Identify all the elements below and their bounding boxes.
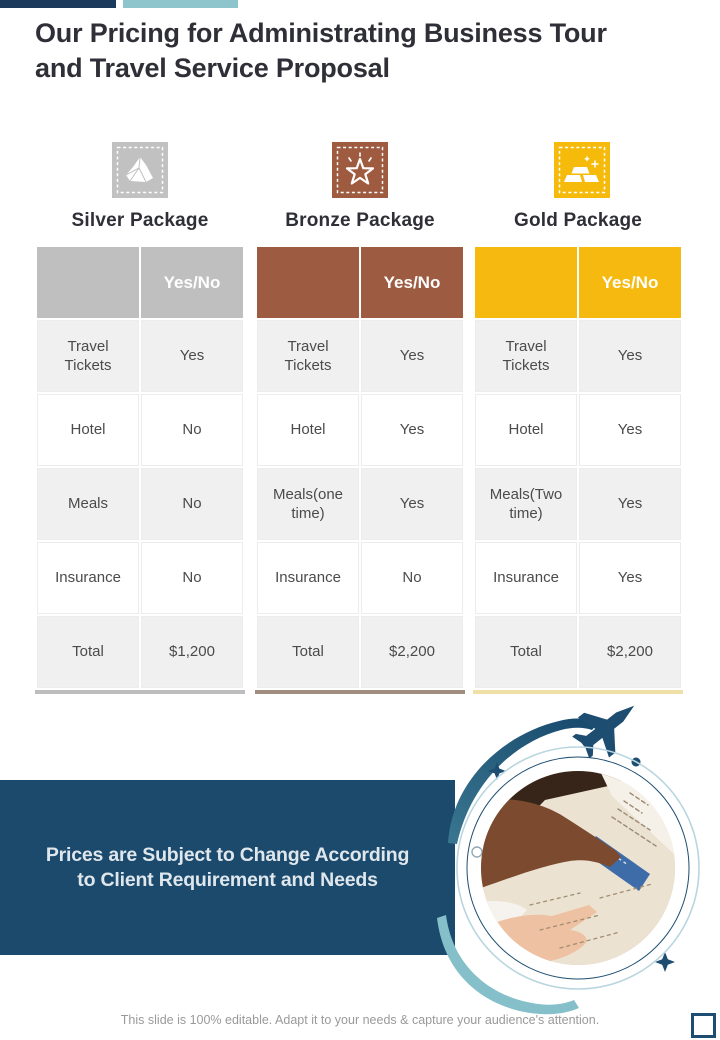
row-label: Travel Tickets (475, 320, 577, 392)
table-row: Insurance Yes (475, 542, 681, 614)
row-label: Hotel (257, 394, 359, 466)
banner-line1: Prices are Subject to Change According (45, 844, 410, 867)
row-label: Hotel (475, 394, 577, 466)
gold-package-table: Yes/No Travel Tickets Yes Hotel Yes Meal… (473, 245, 683, 694)
package-label-bronze: Bronze Package (285, 210, 435, 231)
travel-document-photo (481, 771, 675, 965)
package-label-gold: Gold Package (513, 210, 643, 231)
swoosh-arc-top (448, 718, 598, 844)
star-icon (332, 142, 388, 198)
sparkle-icon (655, 952, 675, 972)
travel-artwork (437, 705, 700, 1015)
slide-title-line1: Our Pricing for Administrating Business … (35, 18, 607, 48)
row-value: Yes (361, 394, 463, 466)
small-ring-accent (471, 846, 483, 858)
table-row: Meals(Two time) Yes (475, 468, 681, 540)
row-label: Total (257, 616, 359, 688)
table-row: Total $1,200 (37, 616, 243, 688)
footer-note: This slide is 100% editable. Adapt it to… (120, 1013, 600, 1027)
row-label: Hotel (37, 394, 139, 466)
header-yesno-cell: Yes/No (141, 247, 243, 318)
slide-title-line2: and Travel Service Proposal (35, 53, 390, 84)
table-header-row: Yes/No (475, 247, 681, 318)
table-row: Total $2,200 (257, 616, 463, 688)
header-empty-cell (475, 247, 577, 318)
row-label: Meals(one time) (257, 468, 359, 540)
row-label: Total (37, 616, 139, 688)
row-value: Yes (579, 394, 681, 466)
row-value: $2,200 (579, 616, 681, 688)
accent-bar-teal (123, 0, 238, 8)
row-value: $1,200 (141, 616, 243, 688)
row-value: Yes (579, 468, 681, 540)
row-label: Travel Tickets (257, 320, 359, 392)
header-empty-cell (37, 247, 139, 318)
outer-ring (456, 746, 700, 990)
package-label-silver: Silver Package (71, 210, 209, 231)
row-value: Yes (361, 320, 463, 392)
swoosh-arc-bottom (437, 915, 579, 1015)
table-row: Hotel No (37, 394, 243, 466)
slide-title: Our Pricing for Administrating Business … (35, 16, 695, 86)
table-row: Hotel Yes (475, 394, 681, 466)
row-label: Total (475, 616, 577, 688)
row-label: Meals(Two time) (475, 468, 577, 540)
table-row: Travel Tickets Yes (475, 320, 681, 392)
silver-package-table: Yes/No Travel Tickets Yes Hotel No Meals… (35, 245, 245, 694)
table-row: Meals No (37, 468, 243, 540)
table-row: Hotel Yes (257, 394, 463, 466)
row-label: Insurance (37, 542, 139, 614)
table-row: Travel Tickets Yes (257, 320, 463, 392)
bronze-package-table: Yes/No Travel Tickets Yes Hotel Yes Meal… (255, 245, 465, 694)
silver-nugget-icon (112, 142, 168, 198)
table-row: Total $2,200 (475, 616, 681, 688)
row-value: No (141, 542, 243, 614)
banner-line2: to Client Requirement and Needs (77, 868, 378, 891)
table-row: Travel Tickets Yes (37, 320, 243, 392)
row-value: Yes (579, 320, 681, 392)
gold-bars-icon (554, 142, 610, 198)
row-label: Insurance (257, 542, 359, 614)
row-value: Yes (141, 320, 243, 392)
accent-bar-navy (0, 0, 116, 8)
sparkle-icon (488, 762, 506, 780)
table-header-row: Yes/No (37, 247, 243, 318)
airplane-icon (572, 705, 635, 759)
row-value: No (141, 468, 243, 540)
row-label: Insurance (475, 542, 577, 614)
footer-square-mark (691, 1013, 716, 1038)
inner-ring (466, 756, 690, 980)
header-yesno-cell: Yes/No (579, 247, 681, 318)
row-label: Meals (37, 468, 139, 540)
row-value: $2,200 (361, 616, 463, 688)
table-row: Meals(one time) Yes (257, 468, 463, 540)
row-value: No (361, 542, 463, 614)
price-disclaimer-banner: Prices are Subject to Change According t… (0, 780, 455, 955)
row-value: Yes (361, 468, 463, 540)
table-row: Insurance No (37, 542, 243, 614)
table-row: Insurance No (257, 542, 463, 614)
header-empty-cell (257, 247, 359, 318)
row-value: No (141, 394, 243, 466)
header-yesno-cell: Yes/No (361, 247, 463, 318)
row-label: Travel Tickets (37, 320, 139, 392)
table-header-row: Yes/No (257, 247, 463, 318)
row-value: Yes (579, 542, 681, 614)
